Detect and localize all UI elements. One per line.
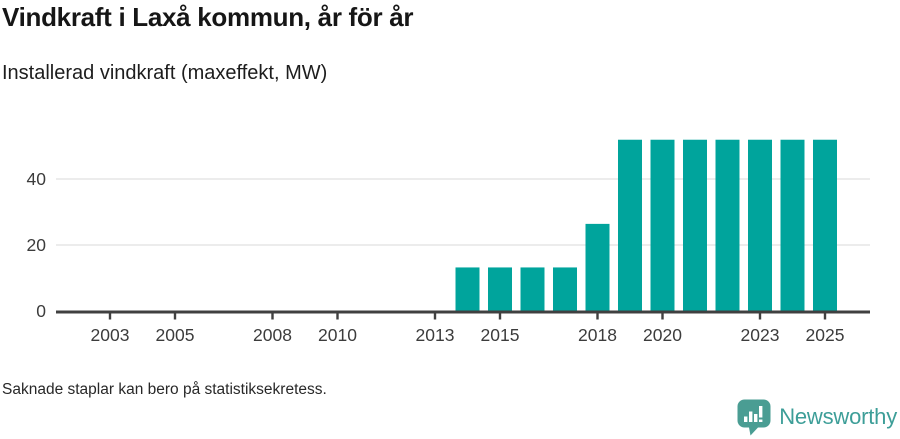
- x-tick-label-2025: 2025: [806, 325, 845, 345]
- bar-2022: [715, 139, 740, 311]
- bar-2014: [455, 267, 480, 311]
- brand-name: Newsworthy: [779, 404, 897, 429]
- x-tick-label-2003: 2003: [91, 325, 130, 345]
- bar-2017: [553, 267, 577, 311]
- x-tick-label-2023: 2023: [741, 325, 780, 345]
- x-tick-label-2005: 2005: [156, 325, 195, 345]
- chart-subtitle: Installerad vindkraft (maxeffekt, MW): [2, 62, 328, 84]
- chart-title: Vindkraft i Laxå kommun, år för år: [2, 2, 414, 32]
- x-tick-label-2010: 2010: [318, 325, 357, 345]
- y-tick-label-0: 0: [36, 301, 46, 321]
- x-tick-label-2020: 2020: [643, 325, 682, 345]
- bar-2016: [520, 267, 545, 311]
- bar-chart-canvas: 2003 2005 2008 2010 2013 2015 2018 2020 2023 2025…: [27, 139, 870, 345]
- bar-2018: [585, 223, 610, 311]
- x-tick-label-2018: 2018: [578, 325, 617, 345]
- chart-footnote: Saknade staplar kan bero på statistiksek…: [2, 381, 327, 398]
- bar-2024: [780, 139, 805, 311]
- bar-2019: [618, 139, 642, 311]
- bar-2023: [748, 139, 772, 311]
- x-tick-label-2008: 2008: [253, 325, 292, 345]
- brand-block: Newsworthy: [736, 398, 897, 436]
- x-tick-label-2013: 2013: [416, 325, 455, 345]
- bar-2020: [650, 139, 675, 311]
- y-tick-label-20: 20: [27, 235, 47, 255]
- x-tick-label-2015: 2015: [481, 325, 520, 345]
- y-tick-label-40: 40: [27, 169, 47, 189]
- bar-2015: [488, 267, 512, 311]
- bar-2025: [813, 139, 837, 311]
- newsworthy-logo-icon: [737, 399, 771, 436]
- bar-2021: [683, 139, 707, 311]
